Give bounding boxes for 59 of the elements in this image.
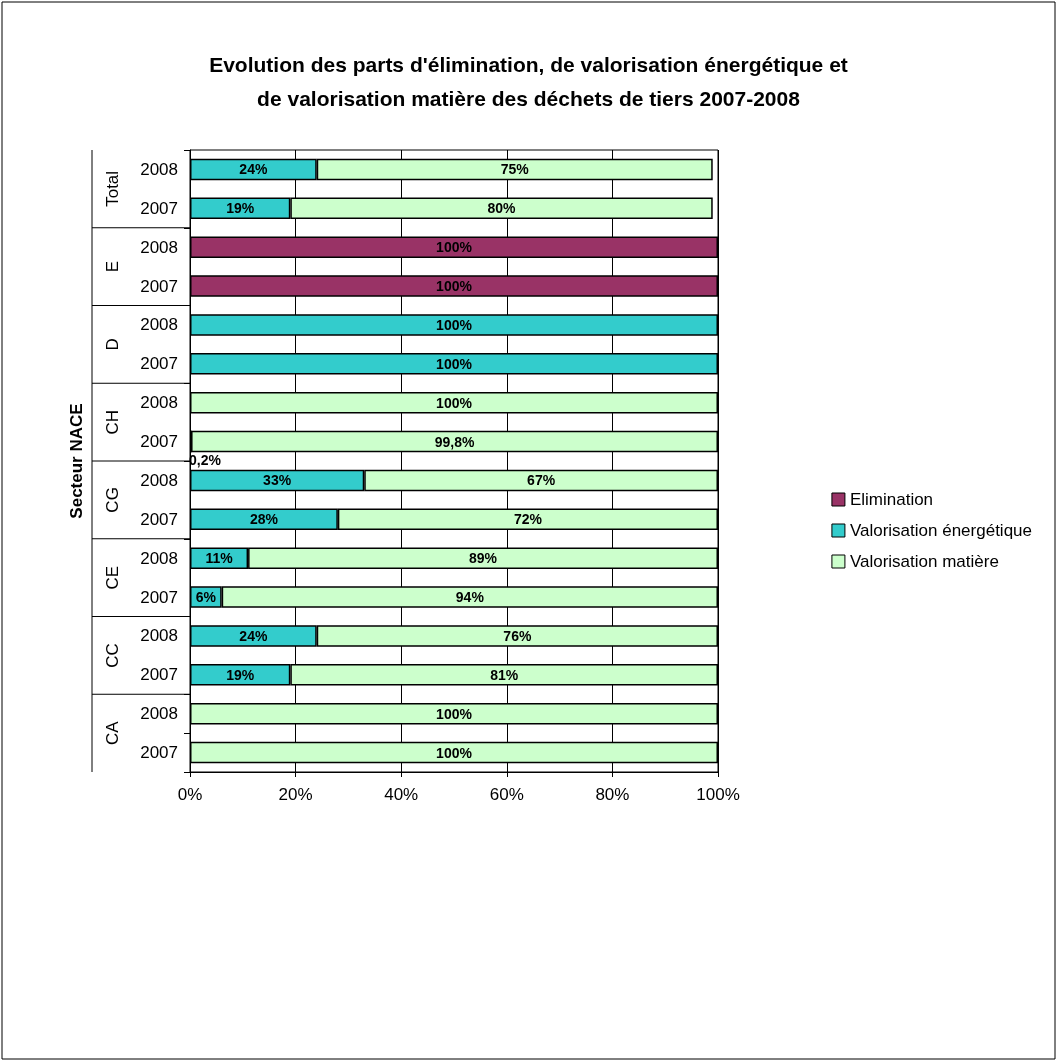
data-label: 100% bbox=[436, 394, 473, 411]
data-label: 100% bbox=[436, 239, 473, 256]
data-label: 67% bbox=[527, 472, 556, 489]
y-tick-label: 2008 bbox=[140, 393, 178, 413]
text: E bbox=[102, 260, 122, 273]
data-label: 100% bbox=[436, 355, 473, 372]
x-tick-label: 100% bbox=[696, 785, 740, 804]
y-tick-label: 2007 bbox=[140, 509, 178, 529]
data-label: 19% bbox=[226, 200, 255, 217]
y-tick-label: 2007 bbox=[140, 665, 178, 685]
y-tick-label: 2007 bbox=[140, 743, 178, 763]
data-label: 89% bbox=[469, 550, 498, 567]
data-label: 19% bbox=[226, 666, 255, 683]
legend-label: Valorisation énergétique bbox=[849, 521, 1033, 540]
legend-label: Valorisation matière bbox=[849, 552, 999, 571]
data-label: 76% bbox=[503, 627, 532, 644]
y-tick-label: 2007 bbox=[140, 276, 178, 296]
data-label: 100% bbox=[436, 705, 473, 722]
data-label: 24% bbox=[239, 161, 268, 178]
data-label: 99,8% bbox=[434, 433, 475, 450]
data-label: 75% bbox=[500, 161, 530, 178]
x-tick-label: 20% bbox=[278, 785, 313, 804]
x-tick-label: 40% bbox=[384, 785, 419, 804]
text: Total bbox=[102, 170, 122, 207]
y-tick-label: 2008 bbox=[140, 470, 178, 490]
y-tick-label: 2008 bbox=[140, 315, 178, 335]
data-label: 6% bbox=[195, 589, 217, 606]
data-label: 100% bbox=[436, 278, 473, 295]
data-label: 81% bbox=[490, 666, 519, 683]
y-axis-title: Secteur NACE bbox=[66, 403, 86, 519]
y-tick-label: 2008 bbox=[140, 548, 178, 568]
y-tick-label: 2008 bbox=[140, 626, 178, 646]
data-label: 94% bbox=[455, 589, 485, 606]
text: D bbox=[102, 338, 122, 351]
text: CE bbox=[102, 565, 122, 590]
y-tick-label: 2008 bbox=[140, 237, 178, 257]
data-label: 28% bbox=[249, 511, 279, 528]
data-label: 100% bbox=[436, 744, 473, 761]
data-label: 80% bbox=[487, 200, 517, 217]
text: CG bbox=[102, 487, 122, 513]
x-tick-label: 80% bbox=[595, 785, 630, 804]
text: CA bbox=[102, 720, 122, 745]
y-tick-label: 2007 bbox=[140, 587, 178, 607]
y-tick-label: 2007 bbox=[140, 432, 178, 452]
y-tick-label: 2007 bbox=[140, 198, 178, 218]
x-tick-label: 0% bbox=[177, 785, 203, 804]
data-label: 11% bbox=[205, 550, 234, 567]
data-label: 33% bbox=[263, 472, 292, 489]
data-label: 72% bbox=[513, 511, 543, 528]
chart-title: Evolution des parts d'élimination, de valorisation énergétique et de valorisation matière des déchets de tiers 2007-2008 bbox=[209, 52, 848, 110]
text: CH bbox=[102, 409, 122, 435]
text: CC bbox=[102, 643, 122, 668]
y-tick-label: 2008 bbox=[140, 159, 178, 179]
y-tick-label: 2007 bbox=[140, 354, 178, 374]
data-label: 100% bbox=[436, 316, 473, 333]
x-tick-label: 60% bbox=[489, 785, 524, 804]
data-label: 24% bbox=[239, 627, 268, 644]
legend-label: Elimination bbox=[849, 490, 934, 509]
y-tick-label: 2008 bbox=[140, 704, 178, 724]
